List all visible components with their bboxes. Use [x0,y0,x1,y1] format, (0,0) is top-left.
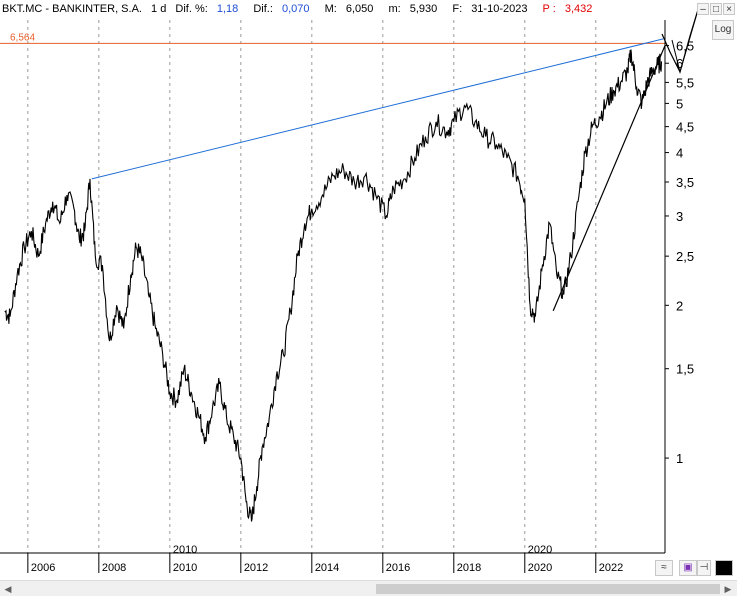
dif-pct: Dif. %: 1,18 [175,3,239,15]
x-tick-label: 2018 [457,562,481,574]
scrollbar-thumb[interactable] [376,584,720,594]
upper-trendline[interactable] [91,38,664,180]
x-tick-label: 2016 [386,562,410,574]
symbol-label: BKT.MC - BANKINTER, S.A. [2,3,142,15]
p-stat: P : 3,432 [542,3,593,15]
scroll-right-icon[interactable]: ▶ [724,584,732,594]
minimize-icon[interactable]: – [697,3,709,15]
y-tick-label: 2,5 [676,249,694,264]
max-value: 6,050 [345,3,374,15]
x-sublabel: 2010 [173,544,197,556]
y-tick-label: 2 [676,298,683,313]
axis-layer: 1 1,5 2 2,5 3 3,5 4 4,5 5 5,5 6 6,5 2006 2008 2010 2012… [0,20,694,574]
maximize-icon[interactable]: □ [710,3,722,15]
projection-lines-secondary[interactable] [671,2,701,74]
min: m: 5,930 [388,3,438,15]
y-tick-label: 5,5 [676,75,694,90]
log-scale-button[interactable]: Log [712,20,734,40]
horizontal-level-layer: 6,564 [0,32,665,44]
date: F: 31-10-2023 [452,3,528,15]
max: M: 6,050 [324,3,374,15]
x-tick-label: 2020 [528,562,552,574]
x-tick-label: 2006 [31,562,55,574]
y-tick-label: 4 [676,146,683,161]
save-icon[interactable]: ▣ [679,560,697,576]
series-layer [4,49,663,522]
wave-icon[interactable]: ≈ [655,560,673,576]
p-value: 3,432 [564,3,593,15]
y-tick-label: 3 [676,209,683,224]
dif: Dif.: 0,070 [253,3,310,15]
y-tick-label: 4,5 [676,120,694,135]
x-tick-label: 2022 [599,562,623,574]
trendline-layer [91,2,701,312]
y-tick-label: 6,5 [676,39,694,54]
interval-label: 1 d [151,3,167,15]
y-tick-label: 5 [676,96,683,111]
y-tick-label: 1,5 [676,362,694,377]
close-icon[interactable]: × [723,3,735,15]
support-trendline[interactable] [552,45,666,312]
x-tick-label: 2010 [173,562,197,574]
y-tick-label: 3,5 [676,175,694,190]
dif-pct-value: 1,18 [216,3,239,15]
scroll-left-icon[interactable]: ◀ [4,584,12,594]
x-tick-label: 2014 [315,562,339,574]
color-swatch-icon[interactable] [715,560,733,576]
date-value: 31-10-2023 [471,3,528,15]
pin-icon[interactable]: ⊣ [697,560,711,576]
y-tick-label: 6 [676,56,683,71]
horizontal-level-label: 6,564 [10,32,35,43]
x-tick-label: 2012 [244,562,268,574]
x-sublabel: 2020 [528,544,552,556]
price-series-line [4,49,663,522]
horizontal-scrollbar[interactable]: ◀ ▶ [0,580,737,596]
grid-layer [27,20,597,553]
y-tick-label: 1 [676,451,683,466]
min-value: 5,930 [409,3,438,15]
dif-value: 0,070 [281,3,310,15]
chart-info-bar: BKT.MC - BANKINTER, S.A. 1 d Dif. %: 1,1… [2,2,604,17]
x-tick-label: 2008 [102,562,126,574]
